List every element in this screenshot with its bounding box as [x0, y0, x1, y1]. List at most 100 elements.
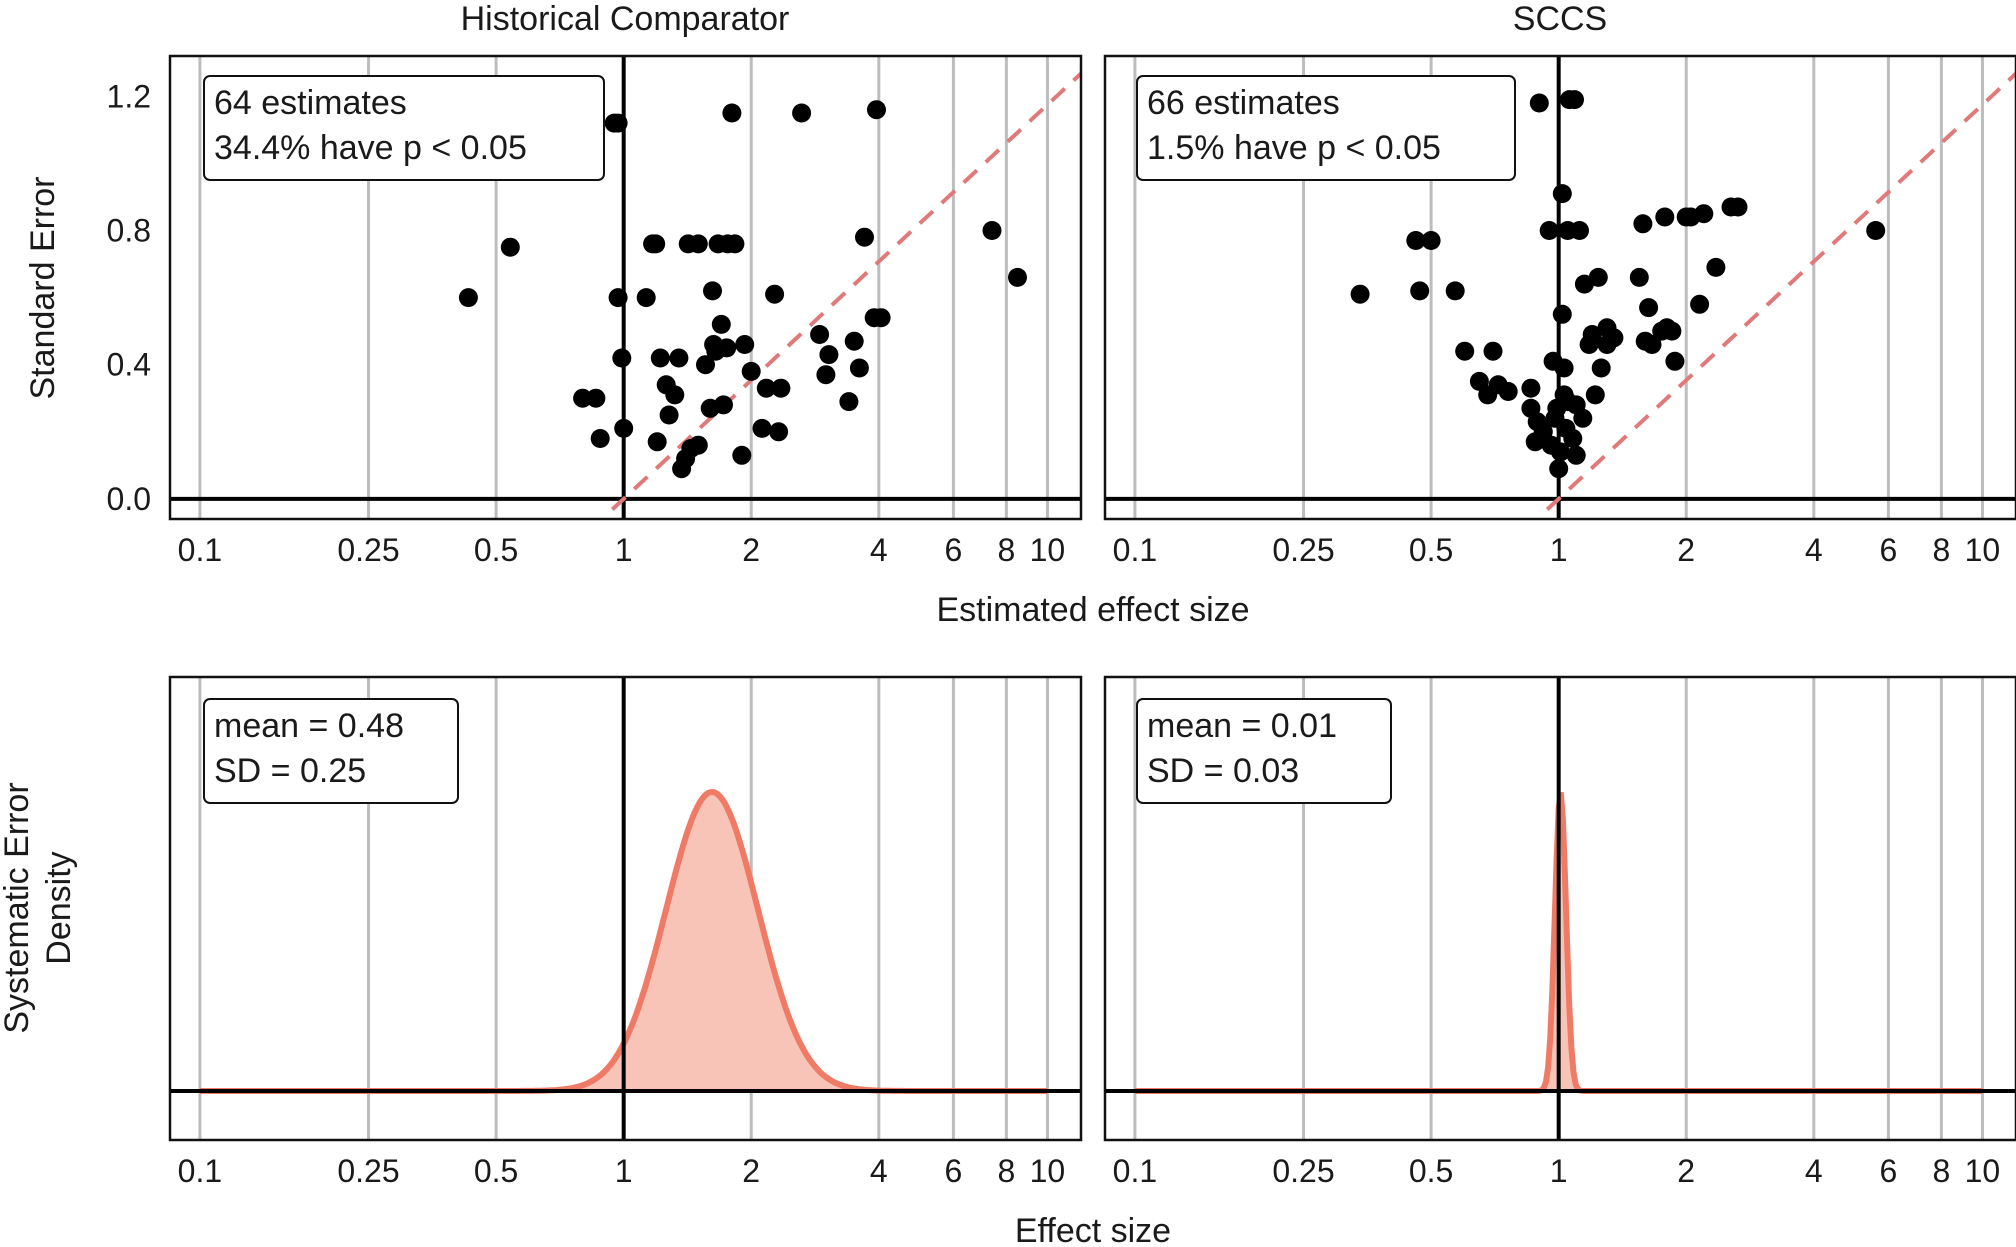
estimate-point — [810, 325, 830, 344]
estimate-point — [1633, 214, 1653, 234]
x-tick-label: 10 — [1965, 532, 2001, 568]
estimate-point — [1585, 385, 1605, 405]
info-box-frame — [203, 698, 459, 804]
x-tick-label: 10 — [1030, 532, 1066, 568]
estimate-point — [659, 405, 679, 425]
estimate-point — [573, 388, 593, 408]
estimate-point — [1694, 204, 1714, 224]
x-tick-label: 6 — [1880, 532, 1898, 568]
estimate-point — [688, 234, 708, 254]
estimate-point — [1554, 358, 1574, 378]
estimate-point — [1008, 267, 1027, 287]
estimate-point — [1563, 429, 1583, 448]
estimate-point — [1552, 184, 1572, 204]
estimate-point — [1421, 231, 1441, 250]
significance-diagonal — [610, 72, 1083, 511]
grid-lines — [1133, 677, 1984, 1140]
x-tick-label: 6 — [1880, 1153, 1898, 1189]
sd-label: SD = 0.25 — [214, 752, 366, 790]
panel-frame — [1103, 675, 2016, 1142]
panel-title-historical: Historical Comparator — [461, 0, 790, 38]
info-box: 64 estimates 34.4% have p < 0.05 — [203, 75, 605, 181]
estimate-point — [458, 288, 478, 308]
x-tick-label: 0.1 — [178, 532, 222, 568]
x-tick-label: 0.5 — [1409, 1153, 1453, 1189]
panel-title-sccs: SCCS — [1513, 0, 1607, 38]
x-tick-label: 8 — [998, 1153, 1016, 1189]
estimate-point — [982, 221, 1002, 240]
info-box: 66 estimates 1.5% have p < 0.05 — [1136, 75, 1516, 181]
reference-lines — [170, 677, 1081, 1140]
estimate-point — [1406, 231, 1426, 250]
x-tick-label: 8 — [1933, 1153, 1951, 1189]
panel-frame — [168, 675, 1083, 1142]
data-points — [1350, 90, 1886, 479]
estimate-point — [608, 113, 628, 133]
bottom-y-axis-title-line2: Density — [40, 851, 78, 964]
estimate-point — [1350, 284, 1370, 304]
x-tick-label: 0.25 — [337, 532, 399, 568]
estimate-point — [839, 392, 859, 412]
p-0.05-boundary — [1545, 72, 2016, 511]
x-tick-label: 0.1 — [178, 1153, 222, 1189]
data-points — [458, 100, 1027, 479]
panel-frame — [1103, 54, 2016, 521]
x-tick-label: 4 — [1805, 1153, 1823, 1189]
estimate-point — [1728, 197, 1748, 217]
x-tick-label: 10 — [1030, 1153, 1066, 1189]
x-tick-label: 10 — [1965, 1153, 2001, 1189]
x-tick-label: 1 — [615, 1153, 633, 1189]
estimate-point — [1582, 325, 1602, 344]
estimate-point — [765, 284, 785, 304]
y-tick-label: 1.2 — [107, 78, 151, 114]
x-tick-label: 2 — [1677, 1153, 1695, 1189]
x-tick-label: 2 — [1677, 532, 1695, 568]
info-box: mean = 0.48 SD = 0.25 — [203, 698, 459, 804]
estimate-point — [669, 348, 689, 368]
estimate-point — [1690, 294, 1710, 314]
scatter-panel-sccs: 66 estimates 1.5% have p < 0.05 — [1103, 54, 2016, 521]
estimate-point — [1498, 382, 1518, 401]
estimate-point — [756, 378, 776, 398]
estimate-point — [1529, 93, 1549, 113]
x-tick-label: 2 — [742, 1153, 760, 1189]
estimate-point — [844, 331, 864, 351]
x-tick-label: 4 — [870, 532, 888, 568]
x-tick-label: 4 — [870, 1153, 888, 1189]
estimate-point — [1552, 304, 1572, 324]
estimate-point — [608, 288, 628, 308]
bottom-x-axis-title: Effect size — [1015, 1212, 1171, 1247]
estimate-point — [703, 281, 722, 301]
top-x-axis-title: Estimated effect size — [936, 591, 1249, 629]
estimate-count: 64 estimates — [214, 84, 407, 122]
estimate-point — [752, 418, 772, 438]
x-tick-label: 6 — [945, 532, 963, 568]
estimate-point — [771, 378, 791, 398]
tick-labels: 0.1 0.25 0.5 1 2 4 6 8 10 0.1 0.25 0.5 1 2 4 6 8 100.1 0.2… — [107, 78, 2001, 1189]
reference-lines — [1105, 677, 2016, 1140]
x-tick-label: 1 — [615, 532, 633, 568]
estimate-point — [717, 338, 737, 358]
estimate-point — [1573, 408, 1593, 428]
x-tick-label: 0.5 — [474, 532, 518, 568]
x-tick-label: 2 — [742, 532, 760, 568]
y-tick-label: 0.0 — [107, 481, 151, 517]
estimate-point — [792, 103, 812, 123]
p-0.05-boundary — [610, 72, 1083, 511]
estimate-point — [1410, 281, 1430, 301]
estimate-point — [735, 335, 755, 354]
x-tick-label: 0.25 — [1272, 1153, 1334, 1189]
info-box: mean = 0.01 SD = 0.03 — [1136, 698, 1392, 804]
estimate-point — [586, 388, 606, 408]
estimate-point — [1866, 221, 1886, 240]
estimate-point — [636, 288, 656, 308]
x-tick-label: 0.25 — [337, 1153, 399, 1189]
x-tick-label: 6 — [945, 1153, 963, 1189]
estimate-point — [849, 358, 869, 378]
estimate-point — [500, 237, 520, 257]
estimate-point — [1588, 267, 1608, 287]
estimate-point — [1566, 445, 1586, 465]
y-tick-label: 0.8 — [107, 213, 151, 249]
estimate-point — [1570, 221, 1589, 240]
